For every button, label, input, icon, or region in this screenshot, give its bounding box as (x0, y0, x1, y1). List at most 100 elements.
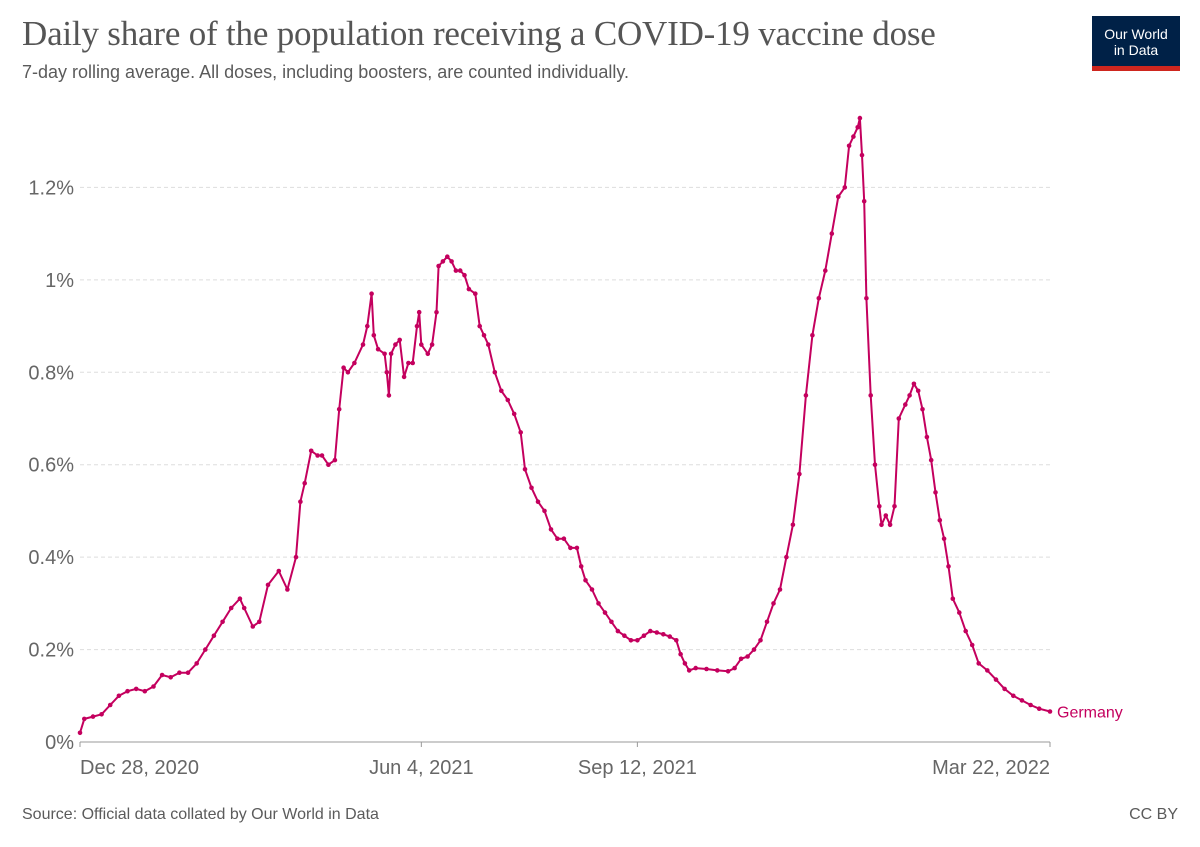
data-point[interactable] (578, 564, 584, 569)
data-point[interactable] (336, 407, 342, 412)
data-point[interactable] (846, 143, 852, 149)
data-point[interactable] (332, 457, 338, 463)
data-point[interactable] (107, 702, 113, 708)
data-point[interactable] (535, 499, 541, 505)
data-point[interactable] (745, 654, 750, 659)
data-point[interactable] (855, 125, 860, 130)
data-point[interactable] (466, 286, 472, 292)
data-point[interactable] (429, 342, 435, 347)
data-point[interactable] (877, 504, 882, 509)
data-point[interactable] (879, 522, 884, 528)
series-label[interactable]: Germany (1057, 704, 1123, 721)
series-line-germany[interactable] (79, 117, 1051, 734)
data-point[interactable] (872, 462, 878, 468)
data-point[interactable] (857, 115, 863, 121)
data-point[interactable] (90, 714, 96, 719)
data-point[interactable] (220, 619, 225, 625)
data-point[interactable] (568, 545, 573, 551)
data-point[interactable] (561, 536, 567, 541)
data-point[interactable] (384, 370, 390, 375)
data-point[interactable] (829, 231, 835, 236)
data-point[interactable] (265, 582, 271, 588)
data-point[interactable] (1047, 709, 1053, 714)
data-point[interactable] (416, 309, 422, 315)
data-point[interactable] (308, 448, 314, 454)
data-point[interactable] (920, 407, 925, 412)
data-point[interactable] (529, 485, 534, 491)
data-point[interactable] (924, 434, 930, 440)
data-point[interactable] (375, 346, 381, 352)
data-point[interactable] (401, 374, 407, 380)
data-point[interactable] (933, 490, 938, 495)
data-point[interactable] (704, 666, 709, 672)
data-point[interactable] (842, 185, 848, 190)
data-point[interactable] (434, 309, 439, 315)
data-point[interactable] (177, 670, 182, 675)
data-point[interactable] (903, 402, 908, 407)
data-point[interactable] (764, 619, 770, 625)
data-point[interactable] (522, 467, 528, 472)
data-point[interactable] (241, 605, 247, 611)
data-point[interactable] (505, 397, 511, 403)
data-point[interactable] (203, 647, 208, 652)
data-point[interactable] (360, 342, 366, 347)
data-point[interactable] (725, 669, 731, 674)
data-point[interactable] (859, 152, 865, 158)
data-point[interactable] (777, 587, 783, 592)
data-point[interactable] (406, 360, 411, 366)
source-note[interactable]: Source: Official data collated by Our Wo… (22, 806, 379, 823)
data-point[interactable] (250, 624, 256, 629)
data-point[interactable] (142, 688, 148, 694)
data-point[interactable] (823, 268, 828, 273)
data-point[interactable] (486, 342, 491, 347)
data-point[interactable] (816, 296, 822, 301)
data-point[interactable] (369, 291, 374, 297)
data-point[interactable] (810, 333, 815, 338)
data-point[interactable] (99, 712, 104, 717)
data-point[interactable] (228, 605, 234, 611)
data-point[interactable] (803, 393, 809, 398)
data-point[interactable] (868, 393, 873, 398)
data-point[interactable] (950, 596, 956, 601)
data-point[interactable] (518, 430, 523, 435)
data-point[interactable] (386, 393, 392, 398)
data-point[interactable] (449, 259, 454, 264)
data-point[interactable] (969, 642, 975, 648)
data-point[interactable] (715, 668, 720, 673)
data-point[interactable] (345, 370, 351, 375)
data-point[interactable] (1036, 706, 1042, 711)
data-point[interactable] (298, 499, 303, 505)
data-point[interactable] (993, 677, 999, 682)
data-point[interactable] (771, 601, 776, 606)
data-point[interactable] (341, 365, 346, 371)
data-point[interactable] (492, 370, 498, 375)
data-point[interactable] (82, 716, 87, 722)
data-point[interactable] (976, 661, 981, 666)
data-point[interactable] (861, 199, 867, 204)
data-point[interactable] (758, 638, 763, 643)
data-point[interactable] (315, 453, 320, 458)
data-point[interactable] (159, 672, 165, 678)
license-link[interactable]: CC BY (1129, 806, 1178, 823)
data-point[interactable] (738, 656, 744, 662)
data-point[interactable] (1019, 698, 1025, 703)
data-point[interactable] (352, 360, 357, 366)
data-point[interactable] (946, 564, 951, 569)
data-point[interactable] (168, 675, 173, 680)
data-point[interactable] (285, 587, 290, 592)
data-point[interactable] (393, 342, 398, 347)
data-point[interactable] (257, 619, 262, 625)
data-point[interactable] (887, 522, 893, 528)
data-point[interactable] (574, 545, 580, 551)
owid-logo[interactable]: Our World in Data (1092, 16, 1180, 71)
data-point[interactable] (622, 633, 627, 638)
data-point[interactable] (883, 513, 889, 518)
data-point[interactable] (784, 554, 789, 560)
data-point[interactable] (851, 134, 856, 139)
data-point[interactable] (211, 633, 217, 638)
data-point[interactable] (365, 323, 370, 329)
data-point[interactable] (682, 661, 688, 666)
data-point[interactable] (453, 268, 459, 273)
data-point[interactable] (1028, 702, 1033, 708)
data-point[interactable] (555, 536, 560, 541)
